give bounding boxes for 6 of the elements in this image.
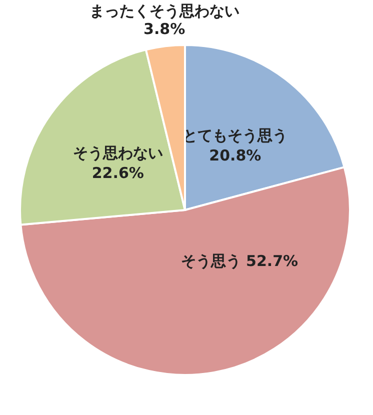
data-label: 20.8% bbox=[209, 146, 262, 165]
slice-label: そう思わない bbox=[72, 144, 163, 162]
slice-label: まったくそう思わない bbox=[89, 2, 240, 20]
slice-label: そう思う 52.7% bbox=[180, 252, 298, 270]
data-label: 22.6% bbox=[92, 164, 144, 182]
data-label: 3.8% bbox=[144, 20, 186, 38]
